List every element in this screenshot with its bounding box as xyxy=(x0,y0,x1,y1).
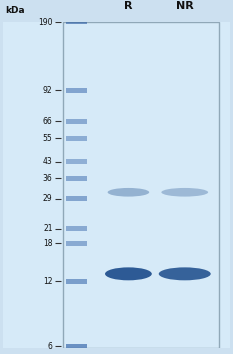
Text: 55: 55 xyxy=(43,134,53,143)
Bar xyxy=(66,136,87,141)
Text: 29: 29 xyxy=(43,194,53,203)
Bar xyxy=(63,22,219,348)
Bar xyxy=(66,227,87,231)
Text: 12: 12 xyxy=(43,277,53,286)
Ellipse shape xyxy=(105,267,152,280)
Bar xyxy=(66,119,87,124)
Bar xyxy=(66,196,87,201)
Ellipse shape xyxy=(159,267,211,280)
Bar xyxy=(66,20,87,24)
Bar xyxy=(66,88,87,92)
Text: R: R xyxy=(124,1,133,11)
Ellipse shape xyxy=(108,188,149,196)
Text: NR: NR xyxy=(176,1,194,11)
Text: 92: 92 xyxy=(43,86,53,95)
Bar xyxy=(66,159,87,164)
Text: 21: 21 xyxy=(43,224,53,233)
Bar xyxy=(66,176,87,181)
Bar xyxy=(66,241,87,246)
Ellipse shape xyxy=(161,188,208,196)
Bar xyxy=(66,344,87,349)
Text: 6: 6 xyxy=(48,342,53,351)
Text: 190: 190 xyxy=(38,18,53,27)
Text: 43: 43 xyxy=(43,157,53,166)
Text: 18: 18 xyxy=(43,239,53,248)
Text: 66: 66 xyxy=(43,117,53,126)
Text: 36: 36 xyxy=(43,174,53,183)
Text: kDa: kDa xyxy=(5,6,24,15)
Bar xyxy=(66,279,87,284)
